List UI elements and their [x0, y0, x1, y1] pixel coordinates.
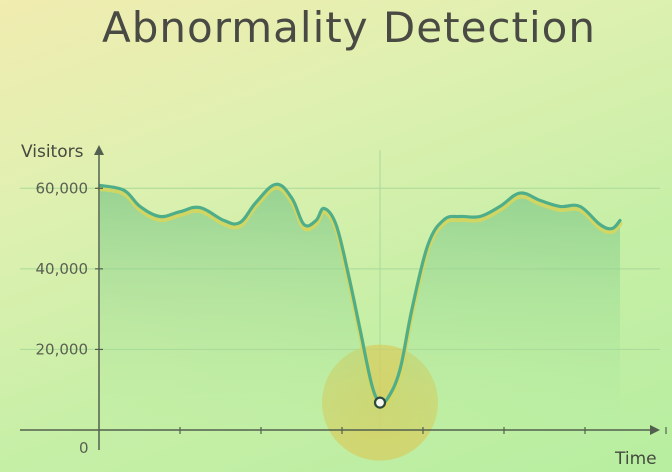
y-tick-labels: 20,000 40,000 60,000 [36, 179, 89, 358]
series-area-fill [100, 184, 620, 430]
tick-marks [95, 187, 667, 434]
chart-title: Abnormality Detection [102, 3, 596, 52]
y-tick-label: 20,000 [36, 340, 89, 358]
series-area [97, 182, 623, 430]
anomaly-point [373, 396, 387, 409]
x-axis-arrow-icon [650, 425, 660, 435]
origin-label: 0 [79, 439, 89, 457]
x-axis-label: Time [614, 449, 657, 469]
anomaly-point-layer [373, 396, 387, 409]
series-line [98, 182, 622, 405]
y-tick-label: 40,000 [36, 260, 89, 278]
axes [20, 145, 660, 450]
y-tick-label: 60,000 [36, 179, 89, 197]
y-axis-label: Visitors [21, 142, 84, 162]
y-axis-arrow-icon [94, 145, 104, 155]
